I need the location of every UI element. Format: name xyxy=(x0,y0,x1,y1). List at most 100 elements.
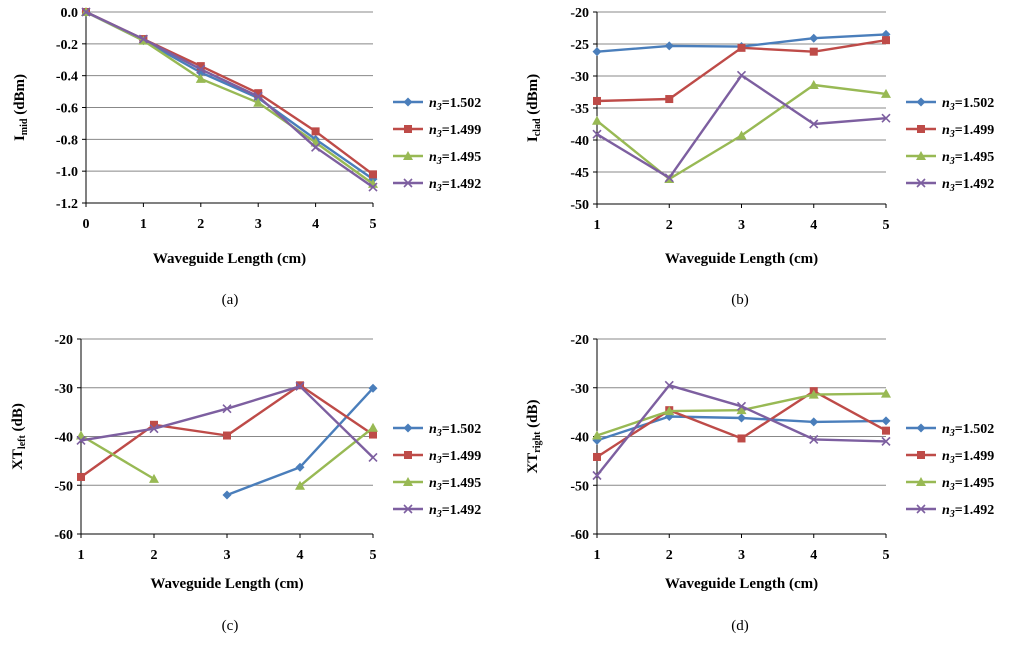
data-point-1 xyxy=(737,43,746,52)
legend-label: n3=1.499 xyxy=(942,449,994,466)
chart-panel-1: -20 -25 -30 -35 -40 -45 -50 1 2 3 4 5 Waveguide Leng… xyxy=(525,6,994,308)
y-tick-label: -50 xyxy=(570,198,589,213)
legend-label-n: n xyxy=(429,476,437,491)
y-tick-label: -60 xyxy=(54,528,73,543)
data-point-1 xyxy=(77,472,85,481)
legend-entry-2: n3=1.495 xyxy=(906,150,994,167)
data-point-2 xyxy=(881,88,891,98)
legend-entry-1: n3=1.499 xyxy=(906,449,994,466)
data-point-3 xyxy=(196,64,206,74)
y-tick-label: -30 xyxy=(570,382,589,397)
data-point-2 xyxy=(736,130,747,140)
data-point-3 xyxy=(809,434,819,444)
y-axis-label-sub: right xyxy=(532,431,543,453)
y-axis-label-unit: (dB) xyxy=(525,399,541,431)
legend-label-sub: 3 xyxy=(436,482,442,493)
data-point-2 xyxy=(808,389,819,399)
legend-label-value: =1.492 xyxy=(955,503,994,518)
data-point-0 xyxy=(295,462,305,472)
x-tick-label: 1 xyxy=(140,217,147,232)
data-point-1 xyxy=(737,434,746,443)
data-point-1 xyxy=(369,170,377,179)
legend-label-n: n xyxy=(429,123,437,138)
legend-marker xyxy=(404,451,412,459)
legend-label-sub: 3 xyxy=(949,129,955,140)
data-point-3 xyxy=(138,34,148,44)
legend-label-value: =1.502 xyxy=(955,96,994,111)
y-tick-label: -25 xyxy=(570,38,589,53)
x-tick-label: 2 xyxy=(197,217,204,232)
x-tick-label: 3 xyxy=(738,548,745,563)
legend-label: n3=1.499 xyxy=(429,123,481,140)
y-tick-label: -20 xyxy=(570,6,589,21)
legend-label: n3=1.502 xyxy=(429,96,481,113)
y-tick-label: -30 xyxy=(570,70,589,85)
legend-label-sub: 3 xyxy=(949,183,955,194)
x-axis-label: Waveguide Length (cm) xyxy=(150,576,303,592)
legend-marker xyxy=(404,125,412,133)
y-axis-label-unit: (dB) xyxy=(10,403,26,435)
panel-caption: (d) xyxy=(731,618,749,634)
legend-label: n3=1.492 xyxy=(429,177,481,194)
data-point-1 xyxy=(882,36,890,45)
x-tick-label: 5 xyxy=(370,217,377,232)
y-tick-label: 0.0 xyxy=(61,6,79,21)
data-point-3 xyxy=(76,435,86,445)
legend-label: n3=1.492 xyxy=(942,177,994,194)
legend-label: n3=1.499 xyxy=(429,449,481,466)
legend-label-sub: 3 xyxy=(949,428,955,439)
y-axis-label-sub: left xyxy=(17,435,28,450)
x-tick-label: 4 xyxy=(810,218,817,233)
x-tick-label: 4 xyxy=(810,548,817,563)
y-tick-label: -20 xyxy=(570,333,589,348)
legend-label-n: n xyxy=(429,422,437,437)
x-tick-label: 3 xyxy=(255,217,262,232)
legend-label-n: n xyxy=(429,177,437,192)
data-point-1 xyxy=(809,47,818,56)
legend-marker xyxy=(916,477,926,486)
legend-label-sub: 3 xyxy=(436,102,442,113)
data-point-1 xyxy=(665,95,674,104)
y-axis-label-main: XT xyxy=(10,449,26,470)
legend-label-value: =1.495 xyxy=(955,150,994,165)
data-point-2 xyxy=(253,97,264,107)
data-point-1 xyxy=(150,420,158,429)
x-tick-label: 0 xyxy=(83,217,90,232)
legend-marker xyxy=(403,504,413,514)
legend-marker xyxy=(403,477,413,486)
data-point-0 xyxy=(664,41,674,51)
y-axis-label-unit: (dBm) xyxy=(12,74,28,119)
legend-label-n: n xyxy=(429,449,437,464)
legend-label: n3=1.492 xyxy=(942,503,994,520)
data-point-3 xyxy=(149,424,159,434)
legend-entry-1: n3=1.499 xyxy=(393,123,481,140)
x-tick-label: 5 xyxy=(883,218,890,233)
legend-label-value: =1.492 xyxy=(442,177,481,192)
data-point-0 xyxy=(592,47,602,57)
data-point-1 xyxy=(593,452,601,461)
legend-label: n3=1.495 xyxy=(942,150,994,167)
x-tick-label: 5 xyxy=(883,548,890,563)
legend-entry-3: n3=1.492 xyxy=(393,177,481,194)
y-tick-label: -0.6 xyxy=(56,102,78,117)
data-point-3 xyxy=(664,173,674,183)
legend-label-n: n xyxy=(942,422,950,437)
series-line-1 xyxy=(596,390,887,459)
data-point-3 xyxy=(664,380,674,390)
legend-label-n: n xyxy=(429,96,437,111)
legend-label: n3=1.492 xyxy=(429,503,481,520)
legend-entry-0: n3=1.502 xyxy=(393,96,481,113)
legend-label-sub: 3 xyxy=(949,102,955,113)
data-point-2 xyxy=(881,388,891,398)
y-tick-label: -40 xyxy=(570,431,589,446)
data-point-2 xyxy=(149,473,159,483)
data-point-0 xyxy=(222,490,232,500)
legend-label-sub: 3 xyxy=(436,428,442,439)
legend-marker xyxy=(403,178,413,188)
legend-marker xyxy=(916,97,926,107)
legend-label-sub: 3 xyxy=(436,156,442,167)
legend-entry-2: n3=1.495 xyxy=(906,476,994,493)
